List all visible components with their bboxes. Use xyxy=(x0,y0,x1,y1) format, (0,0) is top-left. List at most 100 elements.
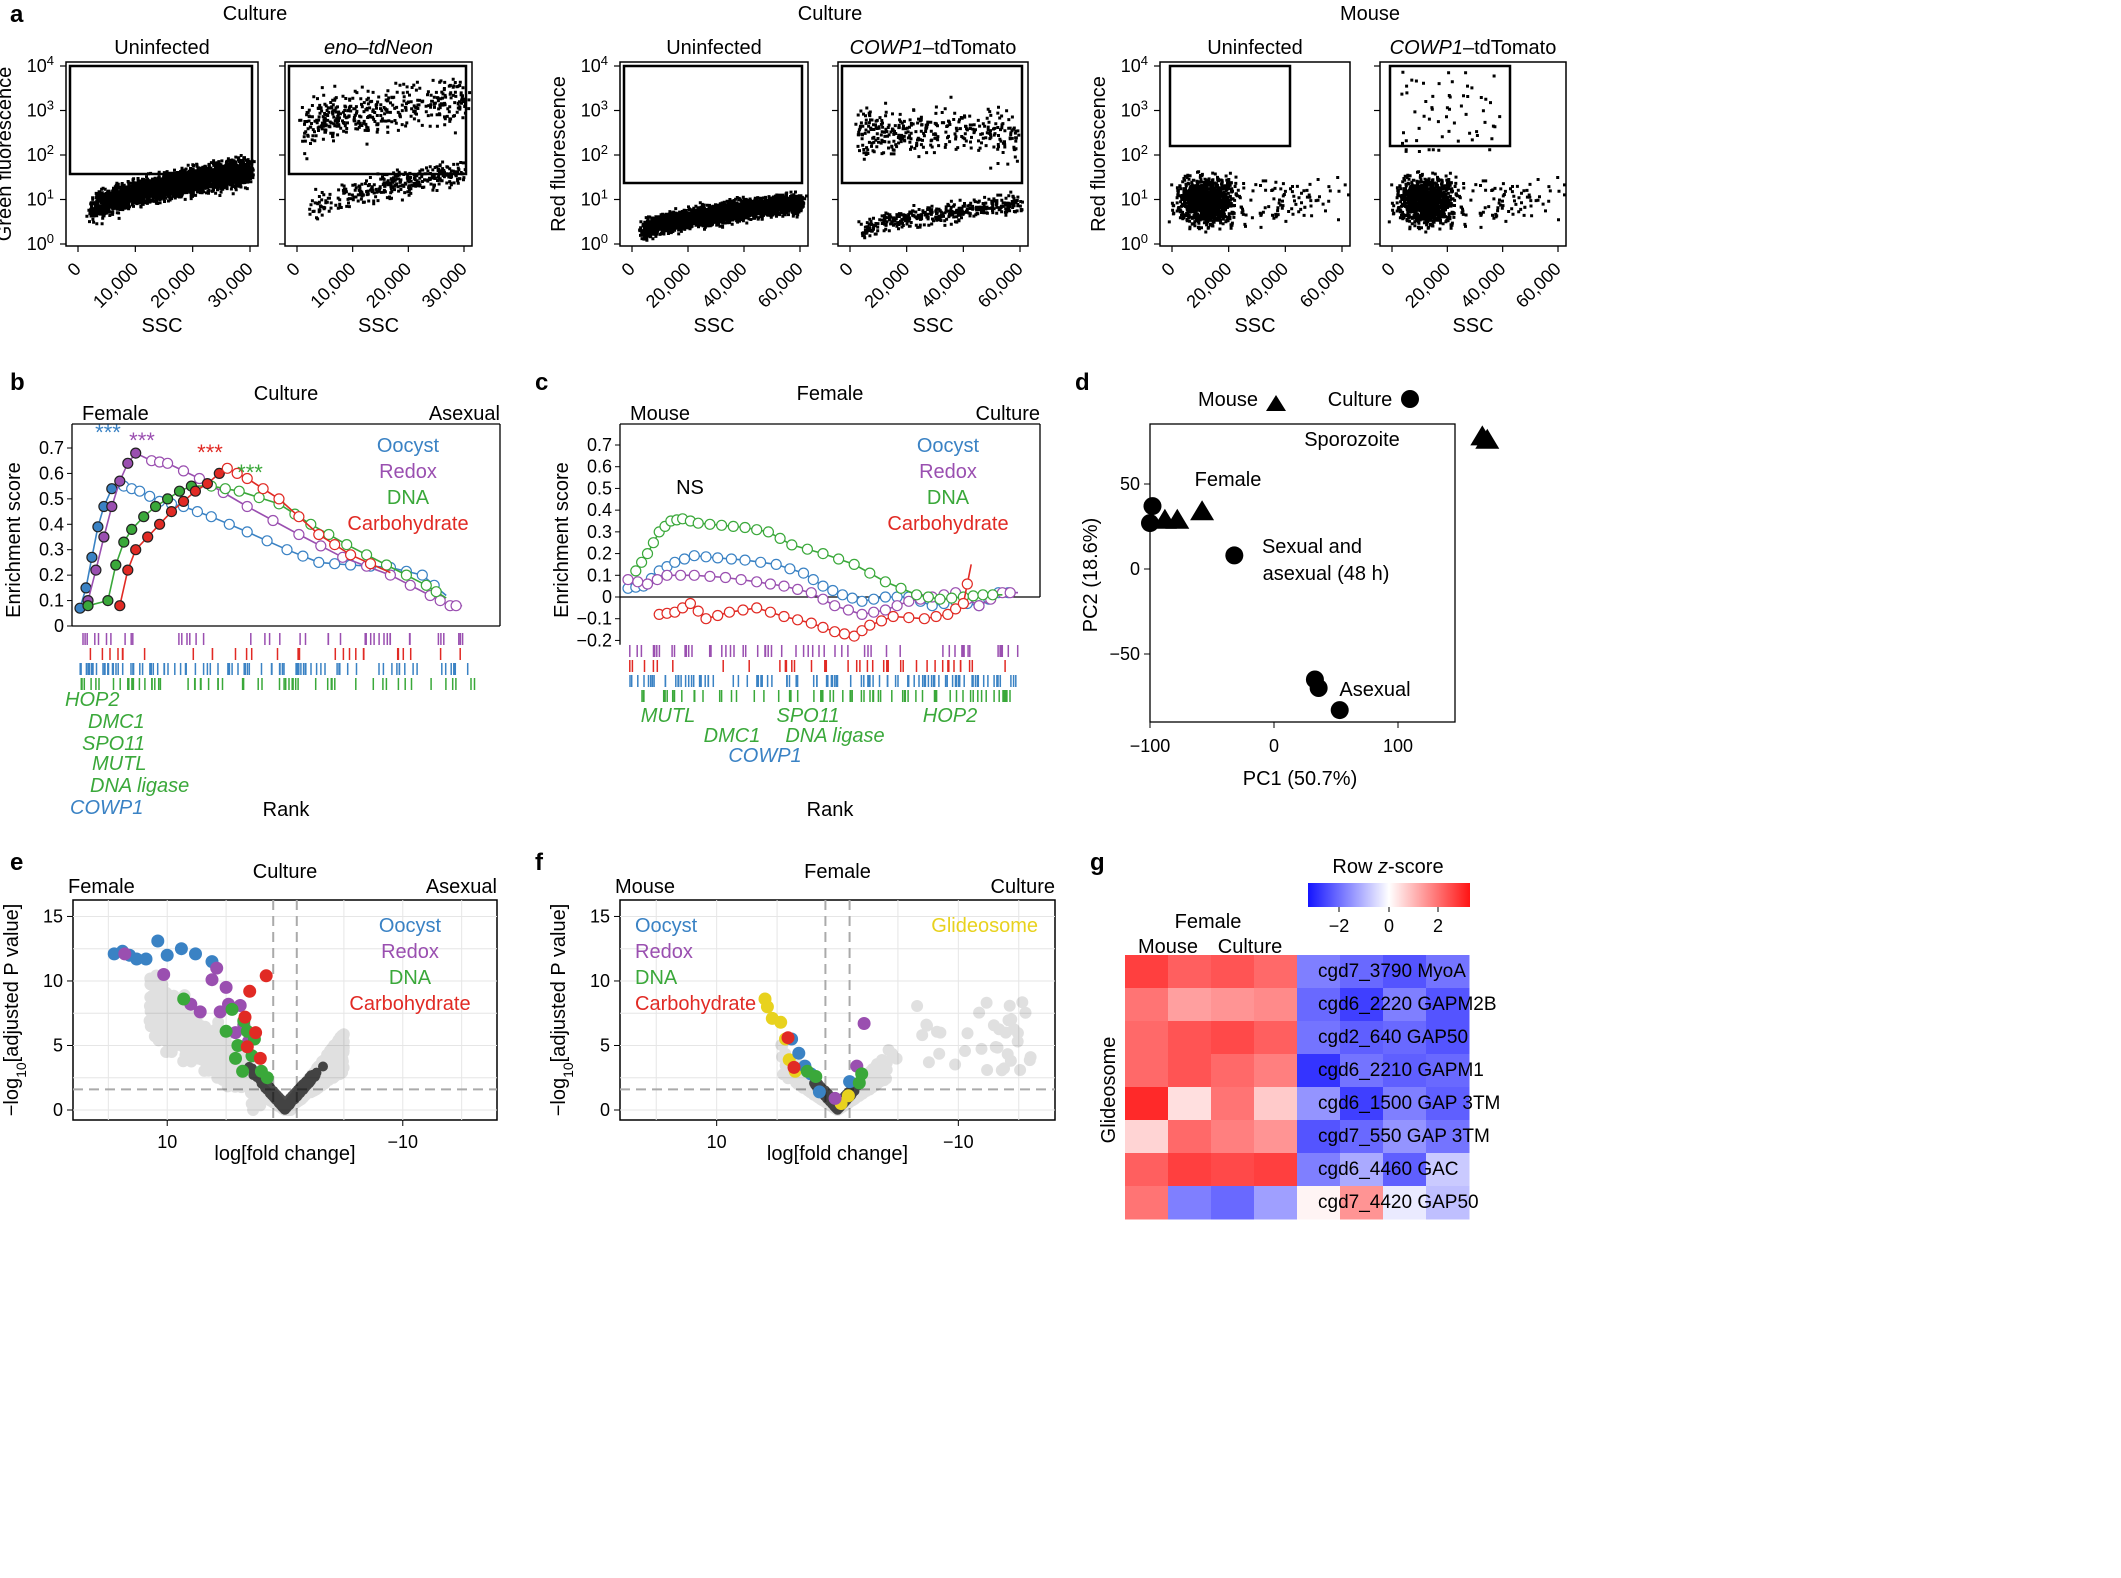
highlighted-gene xyxy=(219,1024,233,1038)
highlighted-gene xyxy=(852,1076,866,1090)
tick-base: 10 xyxy=(581,145,601,165)
x-tick-label: 60,000 xyxy=(1296,259,1349,312)
x-tick-label: −10 xyxy=(943,1132,974,1152)
highlighted-gene xyxy=(774,1015,788,1029)
es-marker xyxy=(273,493,285,505)
es-marker xyxy=(110,559,122,571)
highlighted-gene xyxy=(857,1017,871,1030)
scatter-dots xyxy=(854,95,1024,240)
highlighted-gene xyxy=(792,1046,806,1060)
es-marker xyxy=(700,551,712,563)
x-tick-label: 40,000 xyxy=(698,259,751,312)
scatter-dots xyxy=(1167,170,1350,234)
es-marker xyxy=(632,576,644,588)
es-marker xyxy=(144,490,156,502)
y-axis-label: Red fluorescence xyxy=(548,76,570,232)
scatter-dots xyxy=(1387,70,1566,234)
heatmap-cell xyxy=(1340,1120,1384,1154)
es-marker xyxy=(404,579,416,591)
significance-stars: *** xyxy=(197,440,223,465)
col-group-label: Mouse xyxy=(1138,936,1198,958)
heatmap-cell xyxy=(1426,1153,1470,1187)
heatmap-cell xyxy=(1211,955,1255,989)
es-marker xyxy=(700,613,712,625)
es-marker xyxy=(364,558,377,570)
scatter-points xyxy=(638,190,808,242)
y-tick-label: 0.7 xyxy=(587,435,612,455)
highlighted-gene xyxy=(781,1031,795,1045)
scatter-points xyxy=(85,154,256,226)
es-marker xyxy=(791,583,804,596)
heatmap-cell xyxy=(1125,1054,1169,1088)
heatmap-cell xyxy=(1340,1153,1384,1187)
plot-frame xyxy=(837,61,1029,247)
label-part: z xyxy=(1377,856,1388,878)
x-tick-label: 10 xyxy=(707,1132,727,1152)
x-tick-label: 20,000 xyxy=(860,259,913,312)
es-marker xyxy=(751,602,763,614)
es-marker xyxy=(106,500,118,513)
es-marker xyxy=(684,597,697,610)
y-axis-label: Enrichment score xyxy=(3,462,25,618)
y-tick-label: 0.3 xyxy=(587,522,612,542)
tick-exp: 0 xyxy=(1141,231,1148,246)
plot-frame xyxy=(284,61,473,247)
x-tick-label: −10 xyxy=(388,1132,419,1152)
es-marker xyxy=(764,578,777,590)
heatmap-cell xyxy=(1211,1120,1255,1154)
es-marker xyxy=(193,472,205,485)
es-marker xyxy=(329,538,341,551)
panel-letter-e: e xyxy=(10,849,23,876)
tick-exp: 2 xyxy=(47,142,54,157)
y-tick-label: 50 xyxy=(1120,474,1140,494)
highlighted-gene xyxy=(157,968,171,981)
y-tick-label: 0.2 xyxy=(39,565,64,585)
heatmap-cell xyxy=(1340,1021,1384,1055)
es-marker xyxy=(987,589,999,601)
es-marker xyxy=(86,551,98,563)
es-marker xyxy=(241,500,253,513)
scatter-points xyxy=(1387,70,1566,234)
tick-base: 10 xyxy=(27,101,47,121)
y-tick-label: 0.6 xyxy=(587,457,612,477)
es-marker xyxy=(875,615,888,627)
x-tick-label: 10,000 xyxy=(89,259,142,312)
es-marker xyxy=(313,556,325,569)
legend-entry: Carbohydrate xyxy=(349,993,470,1015)
rug-marks xyxy=(79,663,469,675)
heatmap-cell xyxy=(1426,1120,1470,1154)
legend-entry: DNA xyxy=(387,487,430,509)
gene-label: MUTL xyxy=(92,753,146,775)
highlighted-gene xyxy=(243,984,257,998)
heatmap-cell xyxy=(1340,1087,1384,1121)
heatmap-cell xyxy=(1254,1021,1298,1055)
panel-letter-c: c xyxy=(535,369,548,396)
es-marker xyxy=(879,604,892,616)
es-marker xyxy=(102,594,114,607)
heatmap-cell xyxy=(1168,1120,1212,1154)
heatmap-cell xyxy=(1426,988,1470,1022)
es-marker xyxy=(154,518,166,530)
es-marker xyxy=(134,485,146,497)
pca-label: Sporozoite xyxy=(1304,429,1400,451)
legend-triangle-icon xyxy=(1266,395,1286,411)
heatmap-cell xyxy=(1426,1186,1470,1220)
es-marker xyxy=(661,569,673,581)
heatmap-cell xyxy=(1383,1054,1427,1088)
legend-culture: Culture xyxy=(1328,389,1392,411)
x-axis-label: Rank xyxy=(263,799,311,821)
es-marker xyxy=(967,590,979,602)
es-marker xyxy=(848,630,860,642)
x-tick-label: 60,000 xyxy=(974,259,1027,312)
highlighted-gene xyxy=(809,1070,823,1083)
x-axis-label: SSC xyxy=(693,315,734,337)
background-genes xyxy=(775,1039,903,1116)
es-marker xyxy=(241,472,253,485)
highlighted-gene xyxy=(225,1002,239,1016)
es-marker xyxy=(864,619,876,631)
heatmap-cell xyxy=(1254,988,1298,1022)
es-marker xyxy=(737,604,749,616)
y-tick-label: −0.2 xyxy=(576,630,612,650)
es-marker xyxy=(674,569,687,581)
panel-d: −100 0 100 −50 0 50 PC1 (50.7%) PC2 (18.6%) Mous… xyxy=(1080,389,1500,790)
